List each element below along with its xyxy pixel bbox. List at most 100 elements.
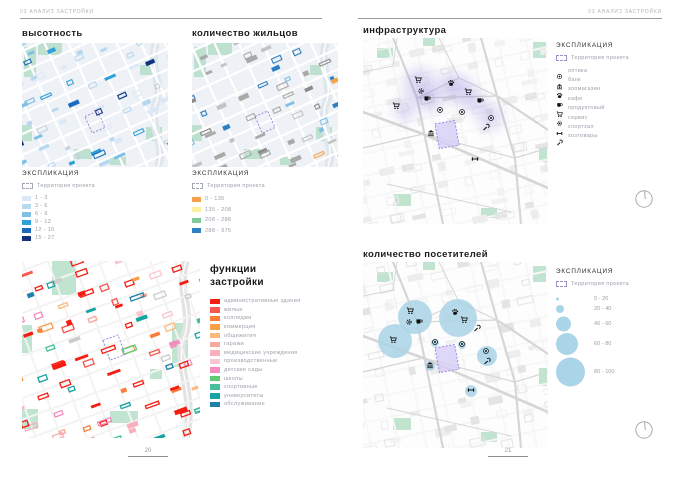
legend-swatch	[210, 324, 220, 330]
territory-swatch-icon	[556, 55, 567, 61]
legend-item: кафе	[556, 94, 629, 103]
legend-item: оптика	[556, 66, 629, 75]
legend-swatch	[192, 196, 201, 202]
legend-item: продуктовый	[556, 104, 629, 113]
legend-item: 3 - 6	[22, 202, 95, 210]
cafe-icon	[556, 95, 563, 102]
territory-row: Территория проекта	[22, 183, 95, 189]
map-height	[22, 43, 168, 167]
legend-title: ЭКСПЛИКАЦИЯ	[22, 170, 80, 177]
page-header-left: 03 АНАЛИЗ ЗАСТРОЙКИ	[20, 9, 322, 19]
legend-item: 208 - 288	[192, 215, 265, 226]
legend-swatch	[192, 217, 201, 223]
bank-icon	[556, 77, 563, 84]
page-number: 20	[128, 448, 168, 457]
territory-swatch-icon	[192, 183, 203, 189]
territory-swatch-icon	[22, 183, 33, 189]
legend-item: 80 - 100	[556, 357, 666, 387]
legend-item: 12 - 15	[22, 226, 95, 234]
legend-swatch	[22, 227, 31, 233]
map-visitors	[363, 262, 548, 448]
map-title-visitors: количество посетителей	[363, 249, 488, 260]
bubble-swatch	[556, 316, 571, 332]
legend-swatch	[210, 367, 220, 373]
pet-shop-icon	[556, 86, 563, 93]
legend-swatch	[22, 203, 31, 209]
territory-label: Территория проекта	[37, 183, 95, 189]
legend-item: сервис	[556, 113, 629, 122]
legend-swatch	[210, 350, 220, 356]
legend-item: спортивные	[210, 383, 330, 392]
map-residents	[192, 43, 338, 167]
territory-row: Территория проекта	[556, 281, 676, 287]
legend-swatch	[210, 315, 220, 322]
legend-item: спортзал	[556, 122, 629, 131]
bubble-swatch	[556, 305, 564, 313]
legend-infrastructure: ЭКСПЛИКАЦИЯ Территория проекта оптика ба…	[556, 42, 629, 141]
legend-swatch	[210, 332, 220, 339]
bubble-swatch	[556, 297, 559, 301]
legend-item: колледжи	[210, 314, 330, 323]
legend-title: ЭКСПЛИКАЦИЯ	[192, 170, 250, 177]
map-title-infrastructure: инфраструктура	[363, 25, 447, 36]
legend-swatch	[22, 235, 31, 241]
legend-title: ЭКСПЛИКАЦИЯ	[556, 42, 614, 49]
legend-swatch	[210, 307, 220, 313]
compass-icon	[635, 421, 653, 439]
territory-row: Территория проекта	[556, 55, 629, 61]
legend-item: общежития	[210, 331, 330, 340]
legend-swatch	[22, 195, 31, 201]
legend-swatch	[22, 211, 31, 217]
legend-swatch	[210, 401, 220, 408]
legend-height: ЭКСПЛИКАЦИЯ Территория проекта 1 - 3 3 -…	[22, 170, 95, 242]
legend-item: гаражи	[210, 340, 330, 349]
legend-item: университеты	[210, 392, 330, 401]
bubble-swatch	[556, 333, 578, 355]
legend-swatch	[192, 228, 201, 234]
legend-item: 135 - 208	[192, 205, 265, 216]
legend-item: медицинские учреждения	[210, 349, 330, 358]
legend-visitors: ЭКСПЛИКАЦИЯ Территория проекта 5 - 20 20…	[556, 268, 676, 398]
page-number: 21	[488, 448, 528, 457]
territory-label: Территория проекта	[571, 281, 629, 287]
legend-item: производственные	[210, 357, 330, 366]
legend-item: банк	[556, 75, 629, 84]
legend-swatch	[210, 384, 220, 390]
territory-label: Территория проекта	[207, 183, 265, 189]
legend-item: школы	[210, 374, 330, 383]
legend-swatch	[210, 298, 220, 305]
legend-item: 40 - 60	[556, 309, 666, 339]
legend-swatch	[210, 341, 220, 348]
territory-swatch-icon	[556, 281, 567, 287]
map-infrastructure	[363, 38, 548, 224]
legend-item: 1 - 3	[22, 194, 95, 202]
legend-item: детские сады	[210, 366, 330, 375]
legend-item: зоомагазин	[556, 85, 629, 94]
legend-residents: ЭКСПЛИКАЦИЯ Территория проекта 0 - 135 1…	[192, 170, 265, 236]
legend-item: 60 - 80	[556, 329, 666, 359]
legend-swatch	[192, 207, 201, 213]
legend-swatch	[210, 393, 220, 399]
legend-item: 0 - 135	[192, 194, 265, 205]
legend-title: ЭКСПЛИКАЦИЯ	[556, 268, 614, 275]
territory-label: Территория проекта	[571, 55, 629, 61]
legend-swatch	[22, 219, 31, 225]
page-header-right: 03 АНАЛИЗ ЗАСТРОЙКИ	[358, 9, 662, 19]
legend-swatch	[210, 358, 220, 365]
legend-item: 20 - 40	[556, 294, 666, 324]
legend-item: 288 - 975	[192, 226, 265, 237]
legend-functions: функции застройки административные здани…	[210, 263, 330, 409]
map-functions	[22, 261, 200, 438]
legend-item: коммерция	[210, 323, 330, 332]
legend-item: 9 - 12	[22, 218, 95, 226]
legend-item: административные здания	[210, 297, 330, 306]
legend-item: 6 - 9	[22, 210, 95, 218]
map-title-height: высотность	[22, 28, 83, 39]
gym-icon	[556, 124, 563, 131]
optics-icon	[556, 67, 563, 74]
grocery-icon	[556, 105, 563, 112]
functions-title: функции застройки	[210, 264, 264, 288]
service-icon	[556, 114, 563, 121]
legend-item: обслуживание	[210, 400, 330, 409]
